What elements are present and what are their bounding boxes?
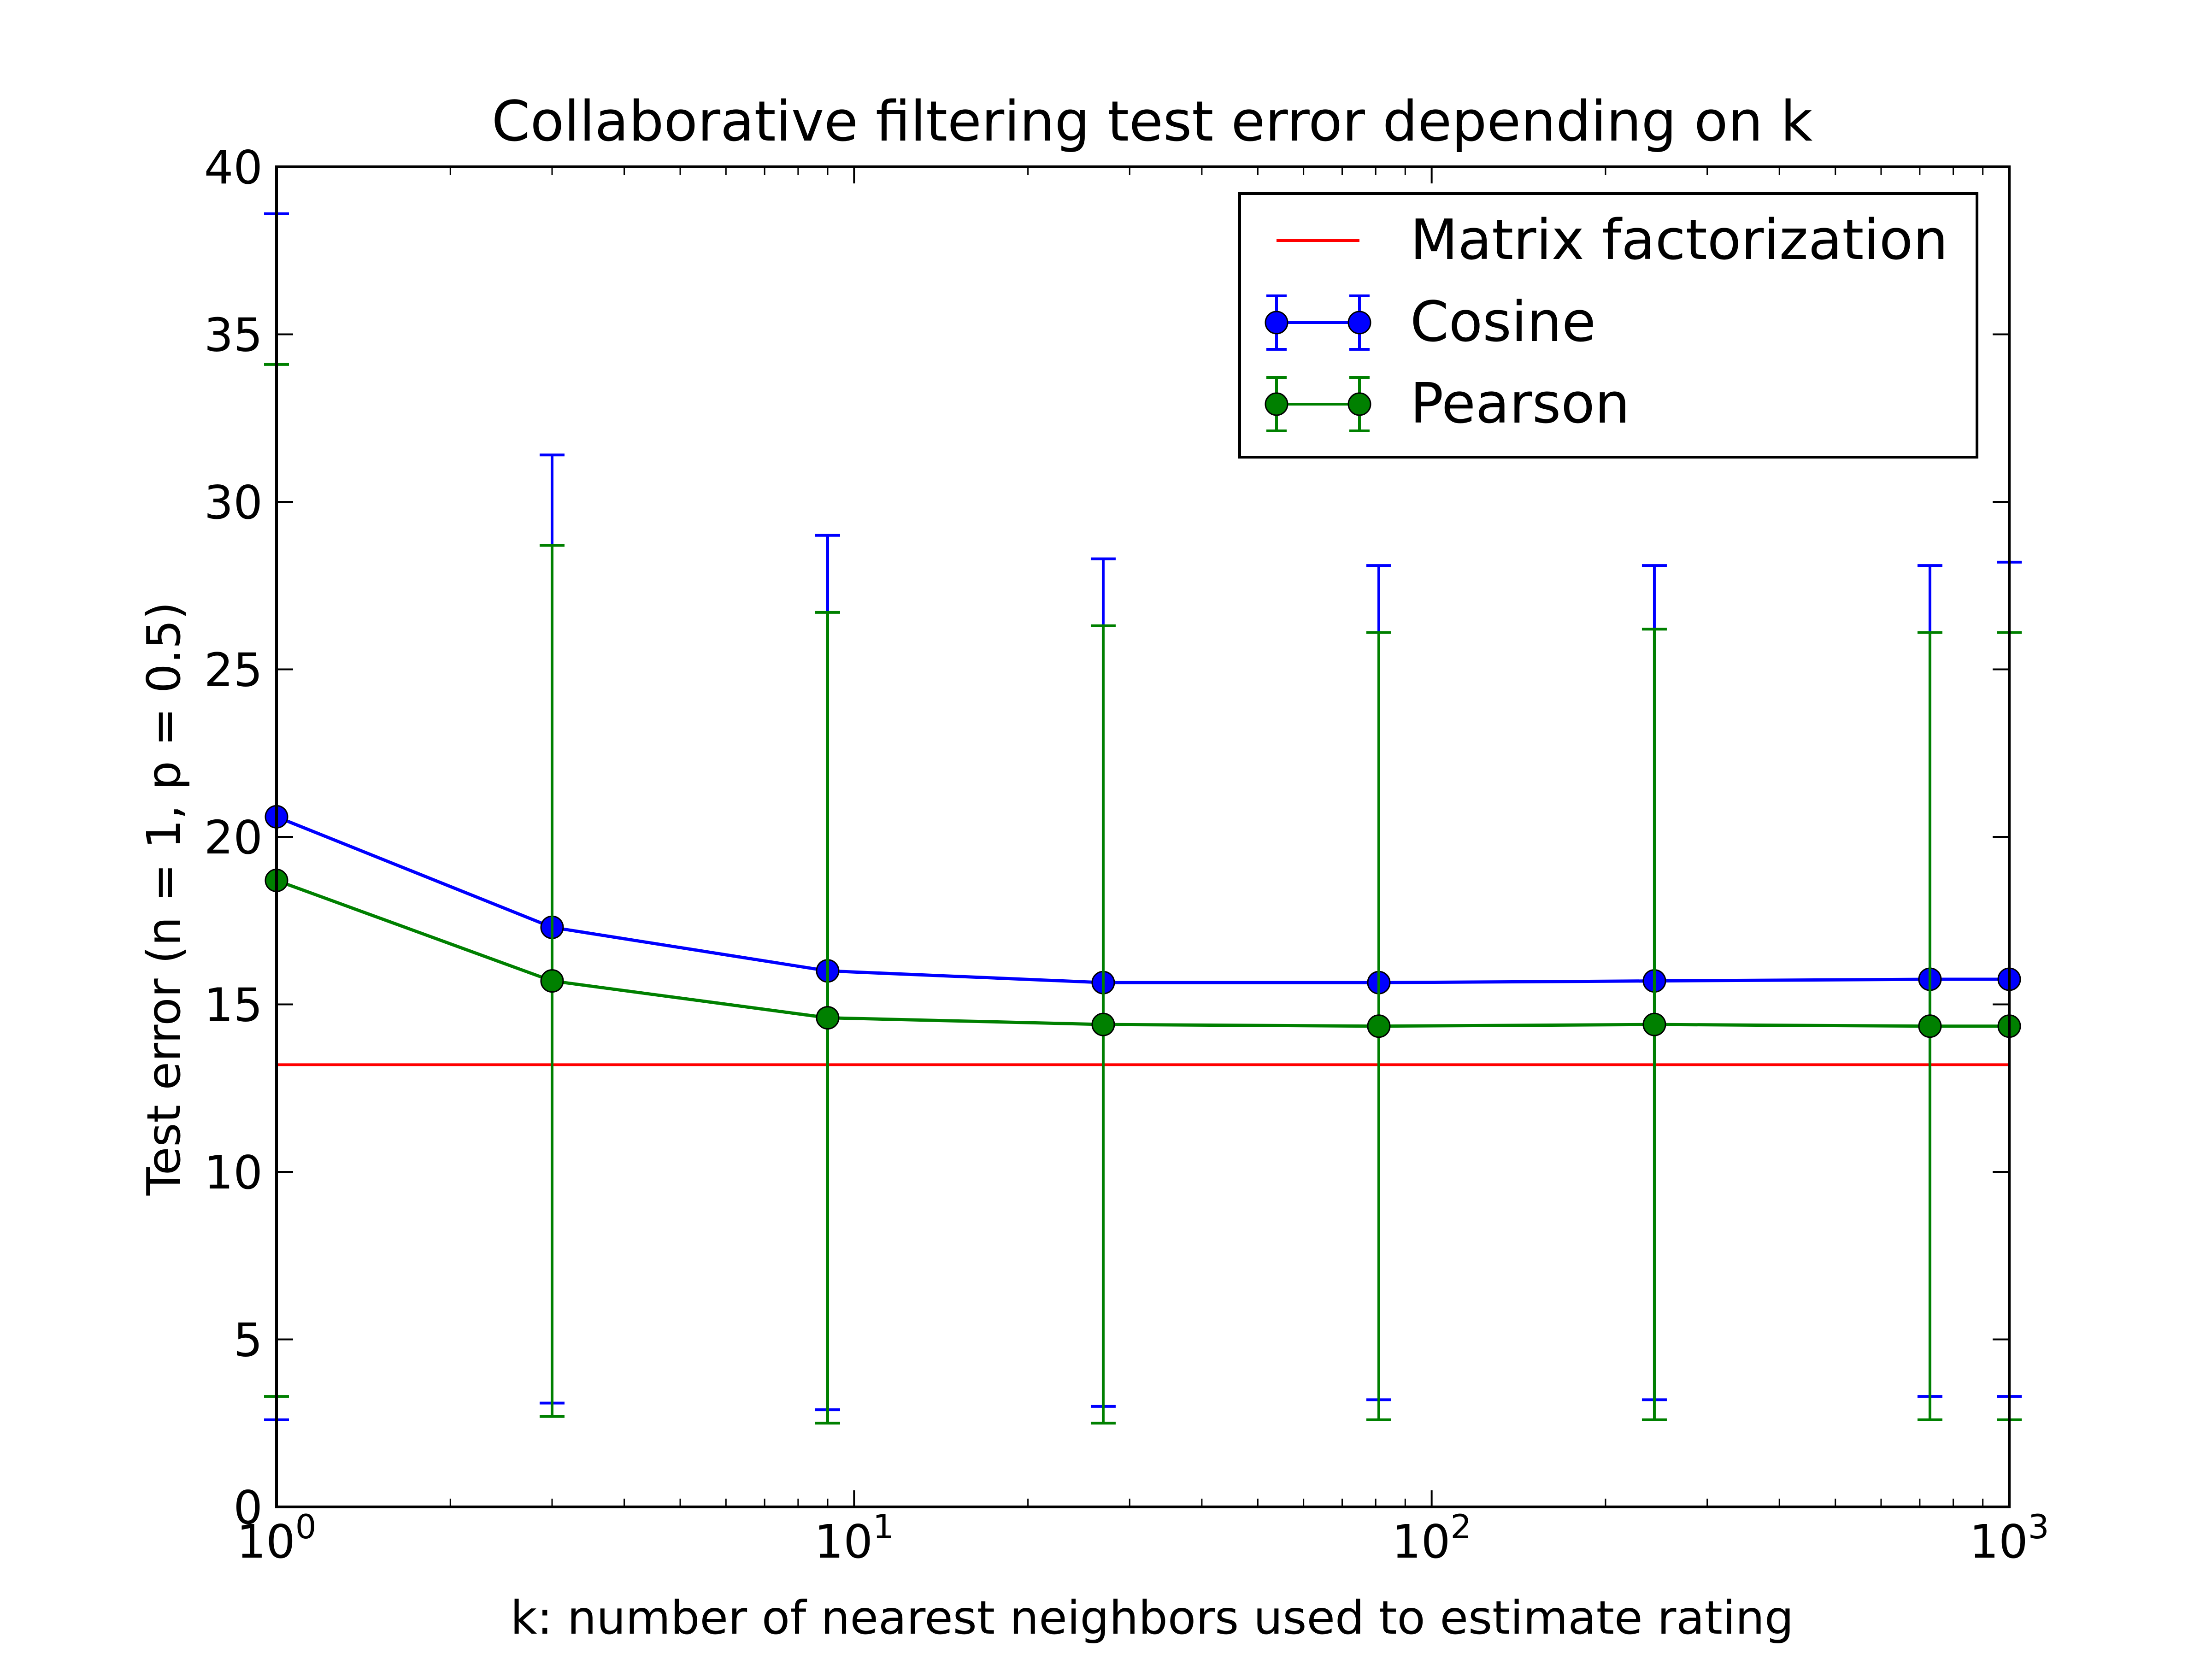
legend-swatch-marker [1265,392,1288,416]
y-tick-label: 15 [204,978,263,1032]
plot-area: 0 5 10 15 20 25 30 35 40 100 101 102 103 Matrix facto… [204,141,2049,1569]
legend-label-matrix-factorization: Matrix factorization [1410,208,1948,272]
pearson-data-point [1091,1012,1115,1036]
legend-swatch-marker [1347,311,1371,335]
chart-title: Collaborative filtering test error depen… [492,90,1813,154]
legend-swatch-marker [1347,392,1371,416]
y-tick-label: 40 [204,141,263,194]
cosine-series-line [276,815,2009,984]
legend-label-pearson: Pearson [1410,372,1630,436]
x-tick-label: 103 [1969,1507,2049,1569]
y-tick-label: 25 [204,643,263,697]
x-tick-label: 101 [814,1507,894,1569]
y-tick-label: 30 [204,476,263,529]
y-tick-label: 5 [233,1313,263,1367]
legend: Matrix factorization Cosine Pearson [1238,192,1978,459]
y-axis-label: Test error (n = 1, p = 0.5) [137,602,191,1196]
legend-swatch-marker [1265,311,1288,335]
x-tick-label: 102 [1392,1507,1471,1569]
axes-frame [275,165,2011,1508]
x-tick-label: 100 [236,1507,316,1569]
legend-label-cosine: Cosine [1410,290,1596,354]
pearson-data-point [540,969,564,993]
pearson-data-point [1918,1014,1942,1038]
pearson-series-line [276,879,2009,1028]
y-tick-label: 0 [233,1481,263,1535]
y-tick-label: 20 [204,811,263,865]
y-tick-label: 10 [204,1146,263,1200]
pearson-data-point [1367,1014,1391,1038]
y-tick-label: 35 [204,308,263,362]
pearson-data-point [816,1006,840,1030]
x-axis-label: k: number of nearest neighbors used to e… [510,1591,1794,1645]
pearson-data-point [1642,1012,1666,1036]
